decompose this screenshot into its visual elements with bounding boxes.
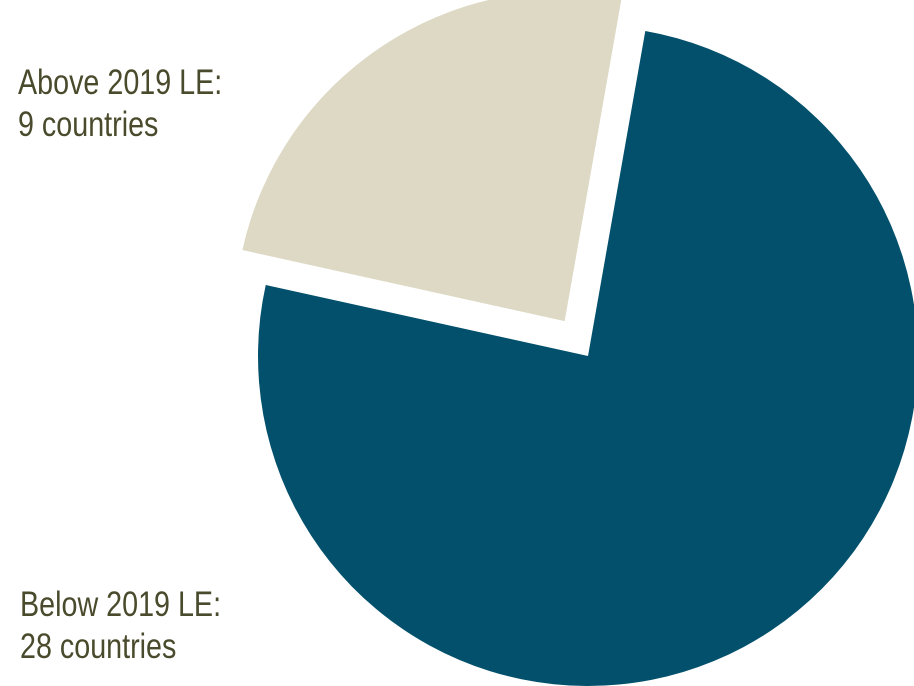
pie-slice-above-2019 — [242, 0, 622, 322]
label-above-2019-line1: Above 2019 LE: — [18, 63, 223, 102]
label-below-2019-line2: 28 countries — [20, 627, 177, 666]
label-above-2019-line2: 9 countries — [18, 105, 159, 144]
label-below-2019: Below 2019 LE: 28 countries — [20, 584, 221, 668]
label-above-2019: Above 2019 LE: 9 countries — [18, 62, 222, 146]
pie-slice-below-2019 — [258, 31, 914, 686]
label-below-2019-line1: Below 2019 LE: — [20, 585, 222, 624]
